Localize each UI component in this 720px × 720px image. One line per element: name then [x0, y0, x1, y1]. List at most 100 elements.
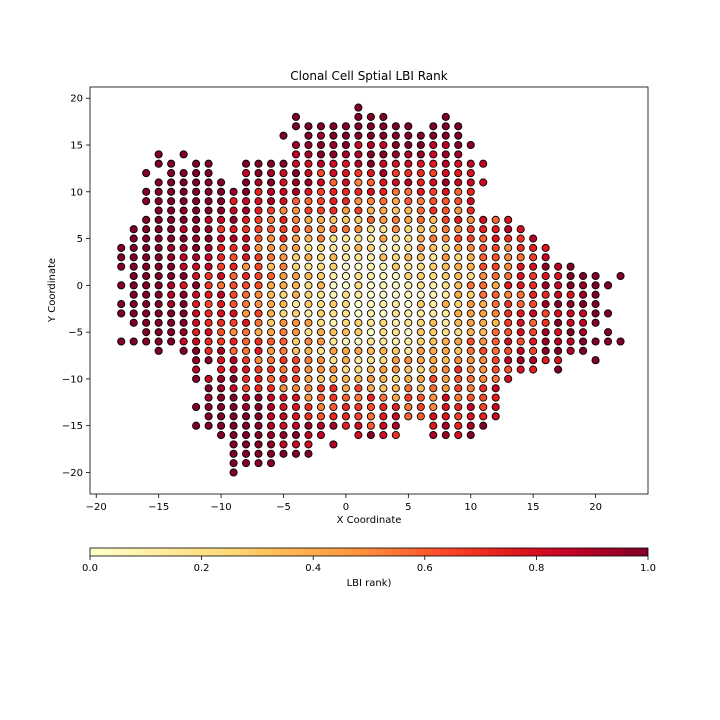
- scatter-point: [391, 150, 400, 159]
- scatter-point: [266, 365, 276, 374]
- colorbar-tick-label: 0.6: [417, 563, 433, 574]
- scatter-point: [416, 300, 425, 309]
- scatter-point: [354, 253, 363, 262]
- scatter-point: [229, 243, 238, 252]
- scatter-point: [379, 337, 388, 346]
- scatter-point: [404, 271, 413, 281]
- y-tick-label: −5: [68, 328, 83, 339]
- scatter-point: [241, 402, 251, 412]
- scatter-point: [154, 346, 163, 355]
- scatter-point: [429, 253, 438, 262]
- scatter-point: [204, 281, 213, 290]
- scatter-point: [416, 412, 425, 421]
- scatter-point: [591, 281, 600, 290]
- scatter-point: [204, 384, 213, 393]
- scatter-point: [291, 374, 301, 383]
- scatter-point: [142, 271, 151, 281]
- scatter-point: [416, 384, 425, 393]
- scatter-point: [204, 309, 213, 318]
- scatter-point: [329, 169, 338, 178]
- scatter-point: [379, 140, 388, 150]
- scatter-point: [217, 281, 226, 290]
- scatter-point: [379, 431, 388, 440]
- scatter-point: [391, 290, 400, 299]
- scatter-point: [441, 300, 450, 309]
- scatter-point: [291, 290, 301, 299]
- scatter-point: [192, 356, 201, 365]
- scatter-point: [229, 290, 238, 299]
- scatter-point: [491, 215, 500, 224]
- scatter-point: [254, 262, 263, 271]
- scatter-point: [217, 365, 226, 374]
- scatter-point: [167, 337, 176, 346]
- scatter-point: [254, 169, 263, 178]
- scatter-point: [179, 206, 188, 215]
- scatter-point: [404, 206, 413, 215]
- scatter-point: [504, 309, 513, 318]
- scatter-point: [491, 356, 500, 365]
- scatter-point: [304, 234, 313, 243]
- scatter-point: [279, 197, 288, 206]
- scatter-point: [291, 300, 301, 309]
- scatter-point: [404, 225, 413, 234]
- scatter-point: [266, 159, 276, 168]
- scatter-point: [179, 169, 188, 178]
- scatter-point: [279, 309, 288, 318]
- scatter-point: [304, 159, 313, 168]
- scatter-point: [416, 328, 425, 337]
- colorbar-label: LBI rank): [347, 578, 392, 589]
- scatter-point: [279, 356, 288, 365]
- scatter-point: [329, 253, 338, 262]
- scatter-point: [366, 197, 375, 206]
- scatter-point: [229, 262, 238, 271]
- scatter-point: [241, 374, 251, 383]
- scatter-point: [479, 215, 488, 224]
- scatter-point: [142, 262, 151, 271]
- scatter-point: [204, 318, 213, 327]
- scatter-point: [479, 412, 488, 421]
- scatter-point: [304, 318, 313, 327]
- scatter-point: [454, 169, 463, 178]
- scatter-point: [354, 431, 363, 440]
- scatter-point: [366, 140, 375, 150]
- scatter-point: [366, 215, 375, 224]
- scatter-point: [479, 384, 488, 393]
- scatter-point: [192, 271, 201, 281]
- scatter-point: [366, 393, 375, 402]
- scatter-point: [167, 206, 176, 215]
- scatter-point: [204, 234, 213, 243]
- scatter-point: [454, 337, 463, 346]
- scatter-point: [129, 337, 138, 346]
- scatter-point: [291, 197, 301, 206]
- scatter-point: [479, 318, 488, 327]
- scatter-point: [266, 393, 276, 402]
- scatter-point: [341, 225, 350, 234]
- scatter-point: [441, 374, 450, 383]
- scatter-point: [466, 309, 475, 318]
- scatter-point: [554, 281, 563, 290]
- scatter-point: [479, 337, 488, 346]
- scatter-point: [604, 281, 613, 290]
- scatter-point: [241, 365, 251, 374]
- scatter-point: [279, 318, 288, 327]
- scatter-point: [529, 234, 538, 243]
- scatter-point: [404, 131, 413, 140]
- scatter-point: [429, 346, 438, 355]
- scatter-point: [279, 300, 288, 309]
- scatter-point: [391, 253, 400, 262]
- scatter-point: [217, 300, 226, 309]
- scatter-point: [416, 365, 425, 374]
- scatter-point: [466, 243, 475, 252]
- scatter-point: [279, 412, 288, 421]
- scatter-point: [479, 421, 488, 430]
- scatter-point: [316, 412, 325, 421]
- scatter-point: [229, 374, 238, 383]
- scatter-point: [416, 253, 425, 262]
- scatter-point: [192, 328, 201, 337]
- scatter-point: [454, 243, 463, 252]
- scatter-point: [391, 309, 400, 318]
- scatter-point: [416, 178, 425, 187]
- scatter-point: [354, 178, 363, 187]
- scatter-point: [192, 346, 201, 355]
- scatter-point: [379, 271, 388, 281]
